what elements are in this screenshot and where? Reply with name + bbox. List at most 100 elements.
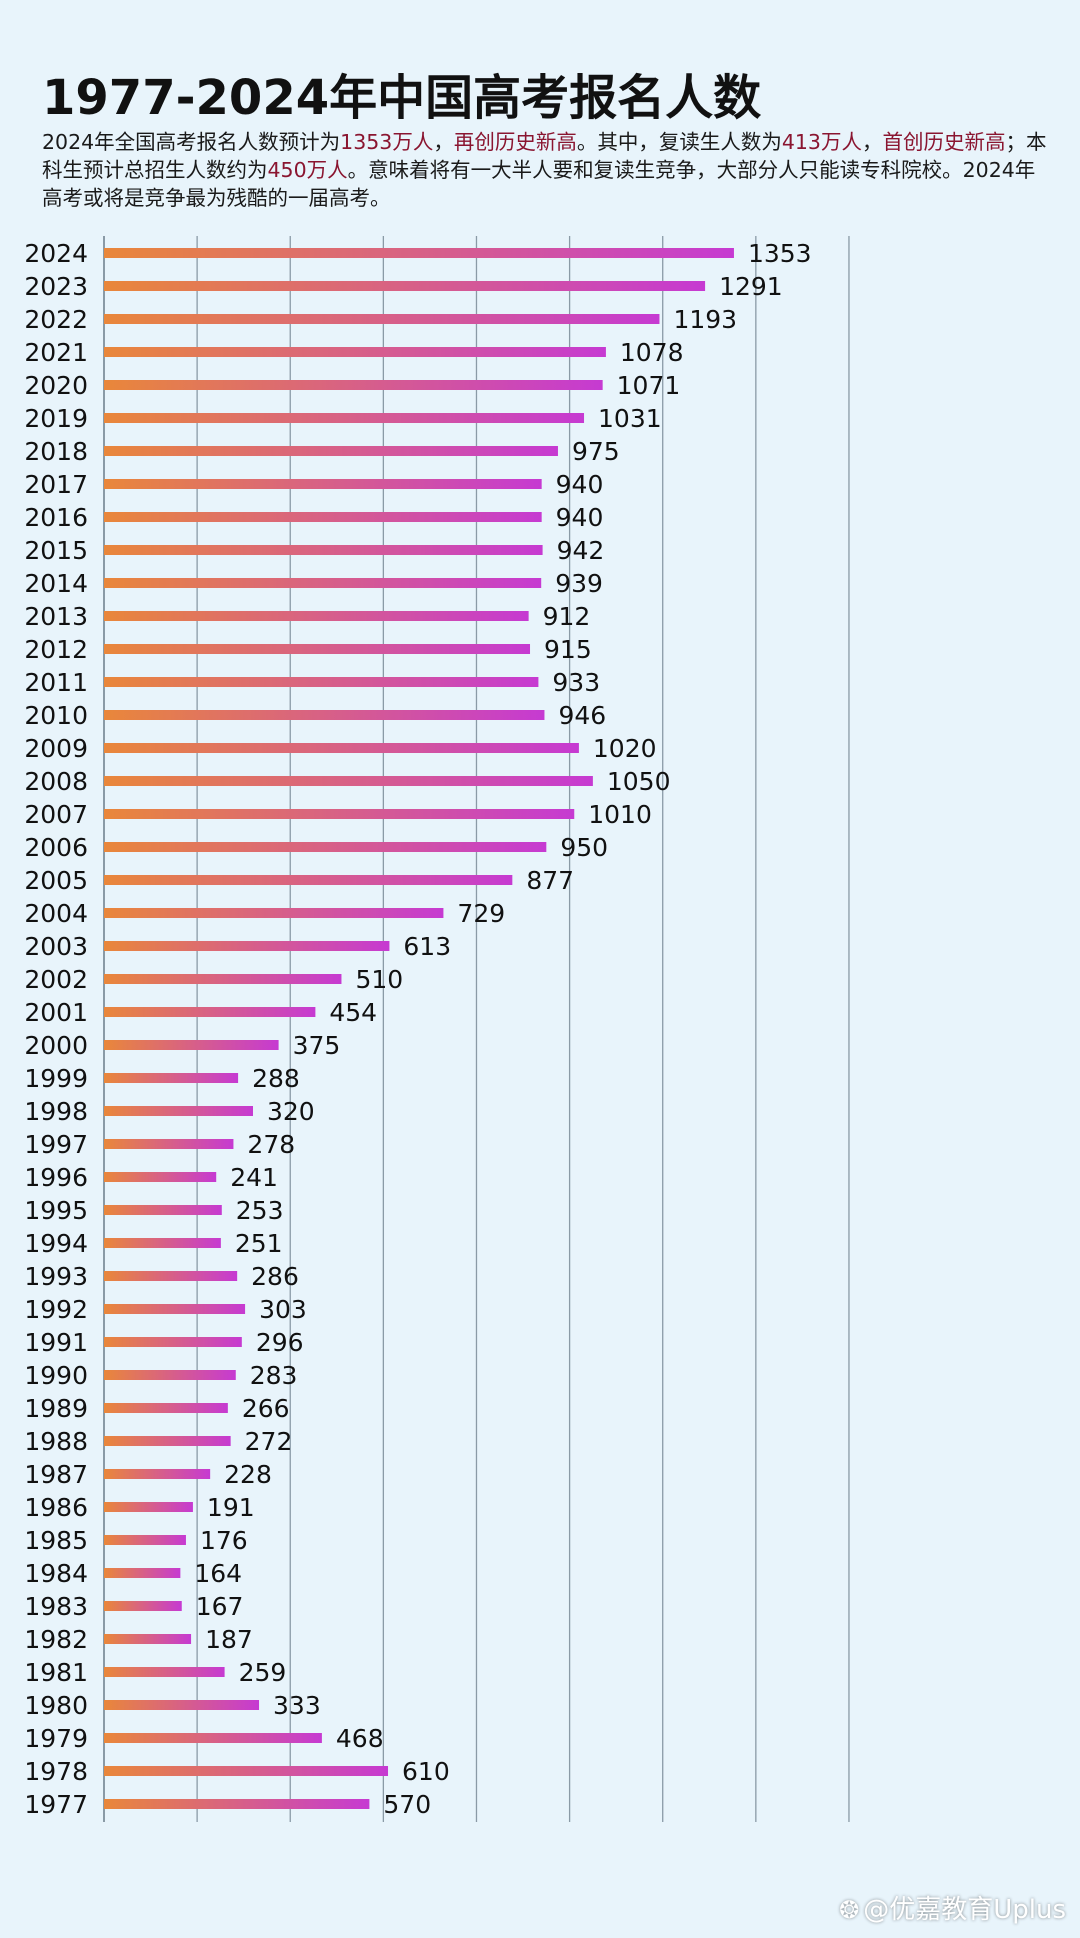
bar-1986: [104, 1502, 193, 1512]
value-label-2021: 1078: [620, 338, 684, 367]
year-label-1987: 1987: [24, 1460, 88, 1489]
year-label-1998: 1998: [24, 1097, 88, 1126]
year-label-2010: 2010: [24, 701, 88, 730]
value-label-2000: 375: [293, 1031, 341, 1060]
year-label-1992: 1992: [24, 1295, 88, 1324]
value-label-2001: 454: [329, 998, 377, 1027]
year-label-2019: 2019: [24, 404, 88, 433]
value-label-2003: 613: [403, 932, 451, 961]
year-label-1985: 1985: [24, 1526, 88, 1555]
year-label-1986: 1986: [24, 1493, 88, 1522]
year-label-2011: 2011: [24, 668, 88, 697]
bar-2015: [104, 545, 543, 555]
bar-1992: [104, 1304, 246, 1314]
value-label-2019: 1031: [598, 404, 662, 433]
labels: 2024 1353 2023 1291 2022 1193 2021 1078 2020 1071…: [24, 239, 811, 1819]
year-label-1991: 1991: [24, 1328, 88, 1357]
bar-2023: [104, 281, 706, 291]
bar-2003: [104, 941, 390, 951]
value-label-1995: 253: [236, 1196, 284, 1225]
value-label-2013: 912: [543, 602, 591, 631]
bar-2017: [104, 479, 542, 489]
year-label-1982: 1982: [24, 1625, 88, 1654]
bar-1999: [104, 1073, 239, 1083]
description-highlight: 再创历史新高: [453, 130, 577, 154]
value-label-1984: 164: [194, 1559, 242, 1588]
value-label-1985: 176: [200, 1526, 248, 1555]
value-label-1992: 303: [259, 1295, 307, 1324]
value-label-1977: 570: [383, 1790, 431, 1819]
year-label-1997: 1997: [24, 1130, 88, 1159]
value-label-2007: 1010: [588, 800, 652, 829]
bar-1994: [104, 1238, 221, 1248]
bars: [104, 248, 734, 1809]
chart-description: 2024年全国高考报名人数预计为1353万人，再创历史新高。其中，复读生人数为4…: [42, 128, 1052, 212]
year-label-2002: 2002: [24, 965, 88, 994]
watermark: ❂ @优嘉教育Uplus: [839, 1889, 1066, 1926]
year-label-2013: 2013: [24, 602, 88, 631]
value-label-2024: 1353: [748, 239, 812, 268]
bar-2002: [104, 974, 342, 984]
value-label-1997: 278: [247, 1130, 295, 1159]
year-label-2012: 2012: [24, 635, 88, 664]
value-label-1981: 259: [239, 1658, 287, 1687]
bar-1984: [104, 1568, 181, 1578]
bar-1980: [104, 1700, 260, 1710]
bar-2009: [104, 743, 579, 753]
year-label-1981: 1981: [24, 1658, 88, 1687]
value-label-1983: 167: [196, 1592, 244, 1621]
year-label-1994: 1994: [24, 1229, 88, 1258]
bar-2005: [104, 875, 513, 885]
value-label-1999: 288: [252, 1064, 300, 1093]
year-label-1988: 1988: [24, 1427, 88, 1456]
year-label-1993: 1993: [24, 1262, 88, 1291]
value-label-2002: 510: [355, 965, 403, 994]
bar-2006: [104, 842, 547, 852]
value-label-2005: 877: [526, 866, 574, 895]
bar-1978: [104, 1766, 389, 1776]
description-highlight: 450万人: [267, 158, 348, 182]
bar-1997: [104, 1139, 234, 1149]
year-label-1984: 1984: [24, 1559, 88, 1588]
value-label-1978: 610: [402, 1757, 450, 1786]
value-label-2023: 1291: [719, 272, 783, 301]
year-label-2018: 2018: [24, 437, 88, 466]
value-label-2012: 915: [544, 635, 592, 664]
bar-1979: [104, 1733, 322, 1743]
description-text: 。意味着将有一大半人要和复读生竞争，大部分人只能读专科院校。2024年高考或将是…: [42, 158, 1036, 210]
value-label-1990: 283: [250, 1361, 298, 1390]
value-label-1989: 266: [242, 1394, 290, 1423]
bar-2000: [104, 1040, 279, 1050]
year-label-2005: 2005: [24, 866, 88, 895]
year-label-2016: 2016: [24, 503, 88, 532]
year-label-2014: 2014: [24, 569, 88, 598]
weibo-logo-icon: ❂: [839, 1896, 860, 1924]
bar-2012: [104, 644, 531, 654]
value-label-2010: 946: [558, 701, 606, 730]
bar-1983: [104, 1601, 182, 1611]
description-text: ，: [433, 130, 454, 154]
bar-1985: [104, 1535, 186, 1545]
bar-2008: [104, 776, 593, 786]
year-label-2022: 2022: [24, 305, 88, 334]
description-highlight: 首创历史新高: [882, 130, 1006, 154]
year-label-2008: 2008: [24, 767, 88, 796]
value-label-2008: 1050: [607, 767, 671, 796]
year-label-2007: 2007: [24, 800, 88, 829]
description-text: 。其中，复读生人数为: [576, 130, 782, 154]
year-label-2003: 2003: [24, 932, 88, 961]
bar-2018: [104, 446, 558, 456]
value-label-2006: 950: [560, 833, 608, 862]
value-label-2022: 1193: [673, 305, 737, 334]
gridlines: [103, 236, 850, 1822]
bar-1987: [104, 1469, 211, 1479]
bar-1993: [104, 1271, 238, 1281]
year-label-1996: 1996: [24, 1163, 88, 1192]
bar-1998: [104, 1106, 253, 1116]
value-label-1987: 228: [224, 1460, 272, 1489]
year-label-1989: 1989: [24, 1394, 88, 1423]
bar-2020: [104, 380, 603, 390]
year-label-2006: 2006: [24, 833, 88, 862]
bar-1989: [104, 1403, 228, 1413]
